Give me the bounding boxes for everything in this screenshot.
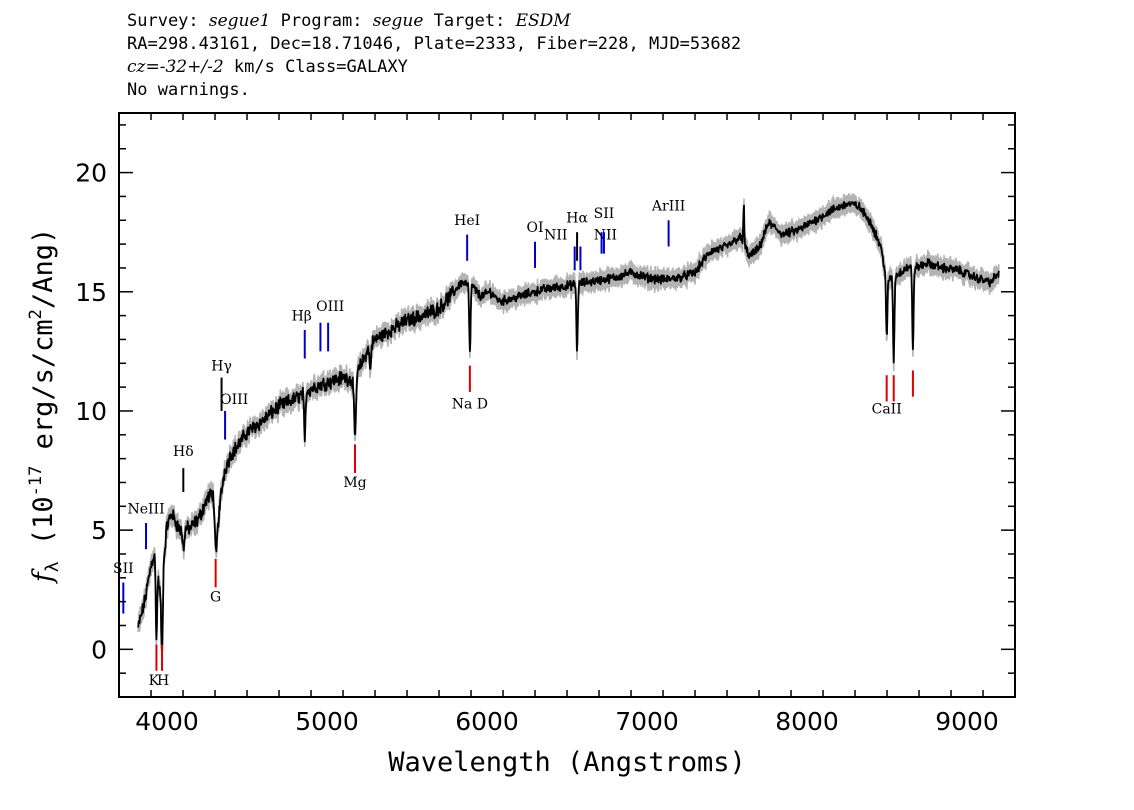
header-line-3: cz=-32+/-2 km/s Class=GALAXY	[127, 56, 741, 79]
error-band-area	[137, 192, 1000, 659]
line-label-2: Hδ	[173, 444, 194, 460]
line-label-19: Mg	[343, 475, 366, 491]
header-line-1: Survey: segue1 Program: segue Target: ES…	[127, 10, 741, 33]
line-label-4: OIII	[220, 392, 248, 408]
y-tick-label: 20	[75, 159, 107, 188]
line-label-21: CaII	[872, 401, 902, 417]
error-band	[137, 192, 1000, 659]
line-label-8: HeI	[454, 213, 480, 229]
x-tick-label: 9000	[935, 707, 999, 736]
x-tick-label: 7000	[615, 707, 679, 736]
line-label-9: OI	[526, 220, 543, 236]
x-tick-label: 8000	[775, 707, 839, 736]
line-label-1: NeIII	[127, 501, 164, 517]
line-label-3: Hγ	[211, 358, 232, 374]
line-label-13: NII	[594, 227, 617, 243]
x-tick-label: 6000	[455, 707, 519, 736]
x-axis-title: Wavelength (Angstroms)	[388, 747, 746, 778]
spectrum-header: Survey: segue1 Program: segue Target: ES…	[127, 10, 741, 102]
line-label-10: NII	[544, 227, 567, 243]
y-tick-label: 0	[91, 635, 107, 664]
cz-value: -32+/-2	[159, 57, 224, 77]
y-tick-label: 5	[91, 516, 107, 545]
line-label-5: Hβ	[292, 308, 312, 324]
line-label-17: H	[157, 673, 169, 689]
program-prefix: Program:	[270, 11, 373, 31]
line-label-16: K	[149, 673, 160, 689]
y-tick-label: 10	[75, 397, 107, 426]
line-label-6: OIII	[316, 299, 344, 315]
header-line-2: RA=298.43161, Dec=18.71046, Plate=2333, …	[127, 34, 742, 54]
spectrum-series	[137, 201, 1000, 653]
line-label-15: ArIII	[651, 199, 685, 215]
line-label-0: SII	[113, 561, 134, 577]
x-tick-label: 4000	[135, 707, 199, 736]
cz-prefix: cz=	[127, 57, 160, 77]
target-prefix: Target:	[423, 11, 516, 31]
y-axis-title: fλ (10-17 erg/s/cm2/Ang)	[26, 228, 63, 584]
y-tick-label: 15	[75, 278, 107, 307]
class-text: km/s Class=GALAXY	[223, 57, 408, 77]
spectrum-line	[137, 201, 1000, 653]
header-line-4: No warnings.	[127, 80, 250, 100]
program-value: segue	[372, 11, 424, 31]
line-label-20: Na D	[452, 397, 488, 413]
survey-prefix: Survey:	[127, 11, 209, 31]
x-tick-label: 5000	[295, 707, 359, 736]
target-value: ESDM	[515, 11, 571, 31]
axes: 4000 5000 6000 7000 8000 9000 0 5 10 15 20	[75, 112, 1016, 736]
survey-value: segue1	[208, 11, 271, 31]
line-label-14: SII	[594, 206, 615, 222]
line-label-18: G	[210, 590, 221, 606]
line-label-11: Hα	[566, 211, 588, 227]
